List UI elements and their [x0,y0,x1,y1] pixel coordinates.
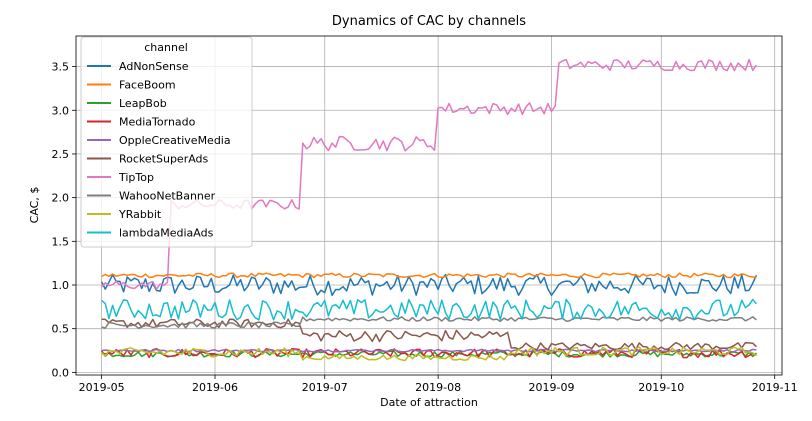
series-line-mediatornado [100,347,757,359]
legend-label: LeapBob [119,97,167,110]
legend-label: lambdaMediaAds [119,227,214,240]
plot-frame [75,35,783,376]
x-axis-title: Date of attraction [380,396,478,409]
x-tick-label: 2019-08 [415,381,461,394]
legend-box [80,36,253,248]
series-lines [100,58,758,362]
series-line-wahoonetbanner [101,316,757,329]
legend-label: AdNonSense [119,60,189,73]
x-tick-label: 2019-11 [752,381,798,394]
legend-label: RocketSuperAds [119,153,209,166]
y-tick-label: 2.0 [52,192,70,205]
y-tick-label: 3.0 [52,104,70,117]
grid [76,36,782,375]
y-axis-ticks: 0.0 0.5 1.0 1.5 2.0 2.5 3.0 3.5 [52,61,76,379]
legend-label: FaceBoom [119,79,176,92]
y-tick-label: 1.5 [52,235,70,248]
series-line-lambdamediaads [101,298,757,321]
legend: channel AdNonSense FaceBoom LeapBob MediaTo… [80,36,253,248]
series-line-adnonsense [100,273,758,297]
legend-label: OppleCreativeMedia [119,134,231,147]
chart-title: Dynamics of CAC by channels [332,14,526,29]
legend-title: channel [144,41,188,54]
y-tick-label: 1.0 [52,279,70,292]
y-tick-label: 0.0 [52,366,70,379]
legend-label: MediaTornado [119,116,196,129]
x-tick-label: 2019-06 [192,381,238,394]
series-line-rocketsuperads [101,318,757,351]
series-line-yrabbit [101,346,757,362]
legend-label: WahooNetBanner [119,190,216,203]
x-axis-ticks: 2019-05 2019-06 2019-07 2019-08 2019-09 2019-… [79,375,798,394]
x-tick-label: 2019-10 [638,381,684,394]
y-axis-title: CAC, $ [28,187,41,224]
y-tick-label: 0.5 [52,323,70,336]
legend-label: YRabbit [118,208,162,221]
series-line-faceboom [101,272,757,279]
x-tick-label: 2019-07 [302,381,348,394]
y-tick-label: 3.5 [52,61,70,74]
legend-label: TipTop [118,171,154,184]
x-tick-label: 2019-09 [529,381,575,394]
y-tick-label: 2.5 [52,148,70,161]
x-tick-label: 2019-05 [79,381,125,394]
